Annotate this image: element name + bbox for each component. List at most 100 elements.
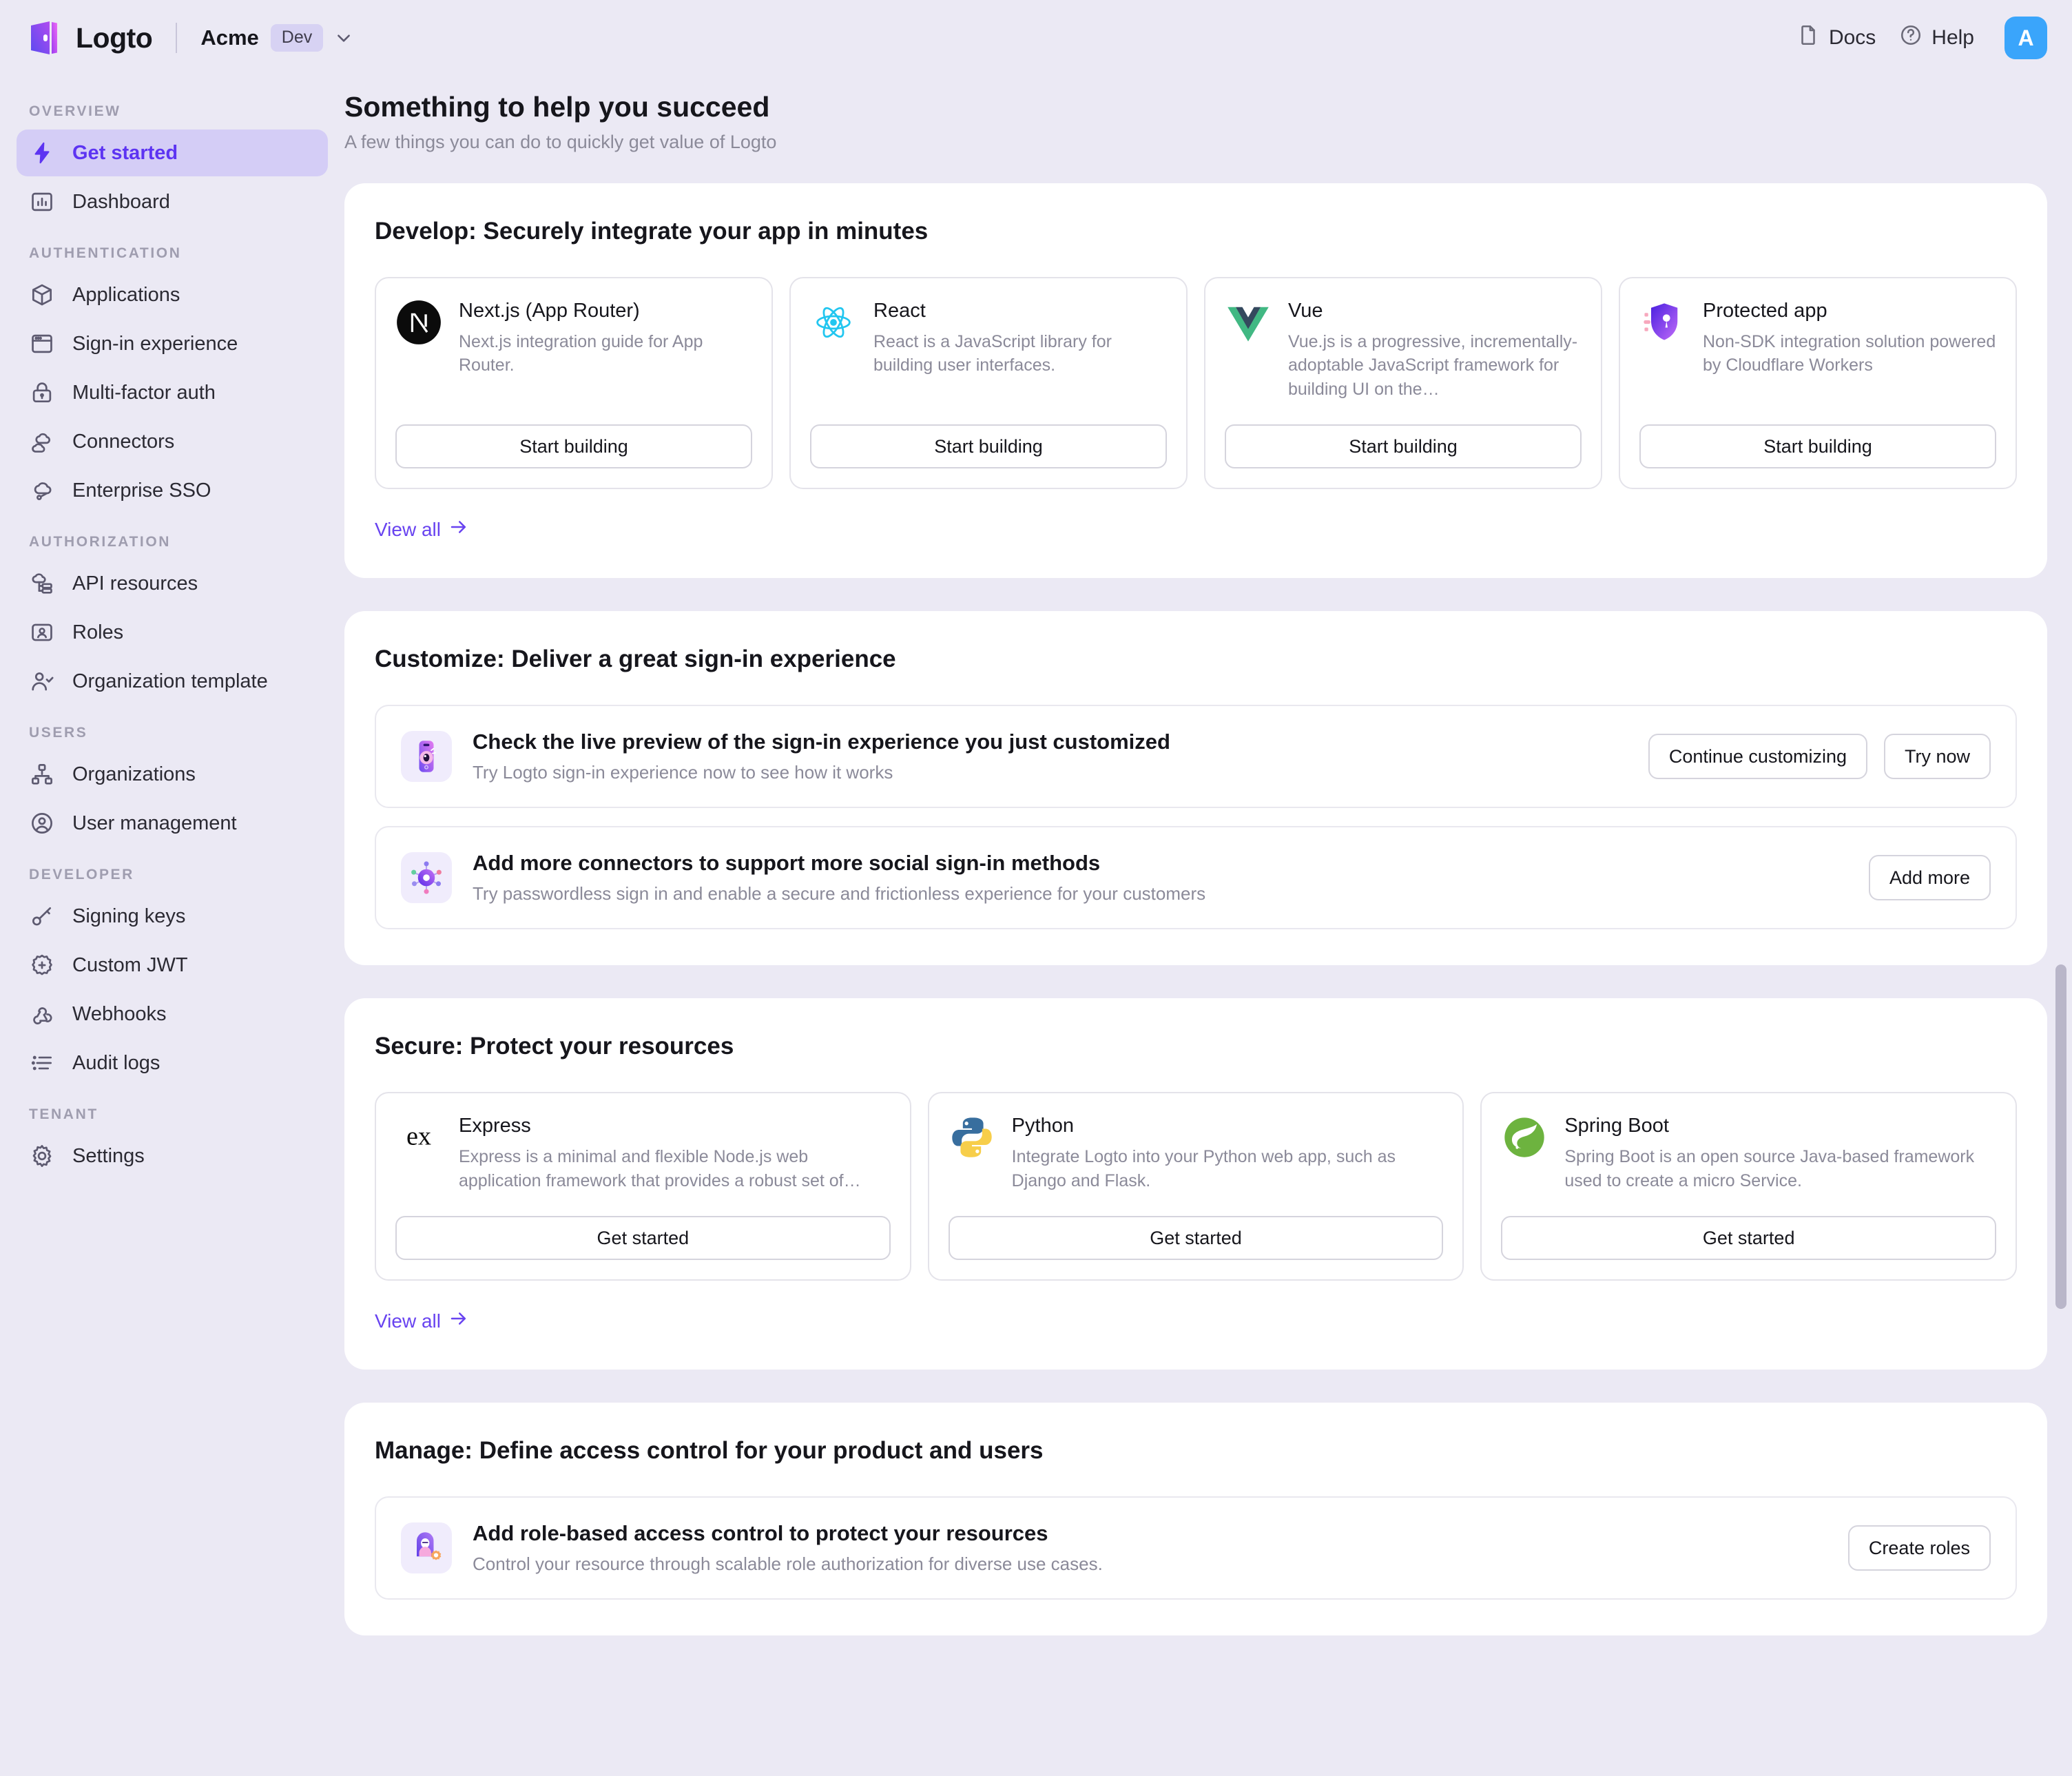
express-logo: ex <box>395 1114 442 1161</box>
action-row-button[interactable]: Continue customizing <box>1648 734 1867 780</box>
top-bar-actions: Docs Help A <box>1796 17 2047 59</box>
sidebar-item-signing-keys[interactable]: Signing keys <box>17 893 328 940</box>
action-row-button[interactable]: Add more <box>1868 855 1991 901</box>
chevron-down-icon <box>335 29 353 47</box>
framework-card[interactable]: Vue Vue.js is a progressive, incrementall… <box>1204 277 1602 490</box>
help-label: Help <box>1931 26 1974 49</box>
id-card-icon <box>29 619 55 646</box>
framework-card-text: Spring Boot Spring Boot is an open source… <box>1564 1114 1996 1192</box>
framework-action-button[interactable]: Get started <box>395 1216 891 1261</box>
user-gear-icon <box>401 1522 452 1574</box>
connectors-hub-icon <box>401 852 452 904</box>
sidebar-item-organization-template[interactable]: Organization template <box>17 658 328 705</box>
api-cloud-icon <box>29 570 55 597</box>
sidebar-group-title: USERS <box>29 725 88 741</box>
sidebar-item-label: Get started <box>72 141 178 164</box>
tenant-switcher[interactable]: Acme Dev <box>200 24 353 52</box>
main-scrollbar[interactable] <box>2055 76 2066 1776</box>
sidebar-item-custom-jwt[interactable]: Custom JWT <box>17 942 328 989</box>
customize-title: Customize: Deliver a great sign-in exper… <box>375 646 896 673</box>
sidebar-item-user-management[interactable]: User management <box>17 800 328 847</box>
logto-logo-icon <box>29 20 63 56</box>
framework-card-header: React React is a JavaScript library for b… <box>810 299 1167 378</box>
framework-action-button[interactable]: Start building <box>1639 424 1996 469</box>
framework-card[interactable]: Python Integrate Logto into your Python w… <box>927 1092 1464 1281</box>
spacer <box>949 1192 1444 1216</box>
sidebar-item-label: Organizations <box>72 763 196 785</box>
brand[interactable]: Logto <box>29 20 153 56</box>
sidebar-item-applications[interactable]: Applications <box>17 271 328 318</box>
header-divider <box>176 23 178 53</box>
framework-card[interactable]: Protected app Non-SDK integration solutio… <box>1619 277 2017 490</box>
framework-name: Vue <box>1288 300 1323 322</box>
develop-title: Develop: Securely integrate your app in … <box>375 218 929 245</box>
framework-card[interactable]: React React is a JavaScript library for b… <box>789 277 1188 490</box>
framework-card-header: Protected app Non-SDK integration solutio… <box>1639 299 1996 378</box>
framework-card-text: Vue Vue.js is a progressive, incrementall… <box>1288 299 1582 401</box>
action-row-button[interactable]: Create roles <box>1847 1525 1991 1571</box>
sidebar-item-roles[interactable]: Roles <box>17 609 328 656</box>
sidebar-item-label: Settings <box>72 1144 145 1167</box>
docs-button[interactable]: Docs <box>1796 23 1876 52</box>
arrow-right-icon <box>448 517 469 542</box>
action-row-button[interactable]: Try now <box>1883 734 1991 780</box>
framework-action-button[interactable]: Get started <box>1501 1216 1997 1261</box>
main-scrollbar-thumb[interactable] <box>2055 964 2066 1309</box>
bolt-icon <box>29 140 55 166</box>
manage-panel: Manage: Define access control for your p… <box>344 1403 2047 1636</box>
help-button[interactable]: Help <box>1899 23 1974 52</box>
sidebar-item-label: API resources <box>72 572 198 595</box>
spacer <box>1225 401 1582 424</box>
sidebar: OVERVIEW Get started Dashboard AUTHENTICATI… <box>0 76 344 1776</box>
framework-description: Integrate Logto into your Python web app… <box>1011 1147 1396 1190</box>
sidebar-item-webhooks[interactable]: Webhooks <box>17 991 328 1037</box>
sidebar-item-api-resources[interactable]: API resources <box>17 560 328 607</box>
sidebar-item-settings[interactable]: Settings <box>17 1133 328 1179</box>
framework-description: Vue.js is a progressive, incrementally-a… <box>1288 331 1578 399</box>
sidebar-item-sign-in-experience[interactable]: Sign-in experience <box>17 320 328 367</box>
sidebar-item-organizations[interactable]: Organizations <box>17 751 328 798</box>
sidebar-item-label: Custom JWT <box>72 953 188 976</box>
framework-action-button[interactable]: Start building <box>810 424 1167 469</box>
sidebar-item-get-started[interactable]: Get started <box>17 130 328 176</box>
lock-icon <box>29 380 55 406</box>
sidebar-item-connectors[interactable]: Connectors <box>17 418 328 465</box>
framework-card[interactable]: Next.js (App Router) Next.js integration … <box>375 277 773 490</box>
sidebar-item-enterprise-sso[interactable]: Enterprise SSO <box>17 467 328 514</box>
avatar[interactable]: A <box>2004 17 2047 59</box>
sidebar-item-label: Applications <box>72 283 180 306</box>
page-subtitle: A few things you can do to quickly get v… <box>344 132 777 152</box>
secure-card-grid: ex Express Express is a minimal and flexib… <box>375 1092 2018 1281</box>
sidebar-item-label: User management <box>72 812 237 834</box>
sidebar-group-title: AUTHENTICATION <box>29 245 182 261</box>
framework-card-text: Python Integrate Logto into your Python w… <box>1012 1114 1444 1192</box>
framework-action-button[interactable]: Start building <box>1225 424 1582 469</box>
action-row-actions: Add more <box>1868 855 1991 901</box>
sidebar-item-dashboard[interactable]: Dashboard <box>17 178 328 225</box>
framework-card[interactable]: Spring Boot Spring Boot is an open source… <box>1480 1092 2018 1281</box>
sidebar-group-title: OVERVIEW <box>29 103 121 119</box>
chart-bar-icon <box>29 189 55 215</box>
org-tree-icon <box>29 761 55 787</box>
list-icon <box>29 1050 55 1076</box>
framework-description: Express is a minimal and flexible Node.j… <box>459 1147 861 1190</box>
sidebar-item-multi-factor-auth[interactable]: Multi-factor auth <box>17 369 328 416</box>
sidebar-item-label: Webhooks <box>72 1002 167 1025</box>
framework-card[interactable]: ex Express Express is a minimal and flexib… <box>375 1092 911 1281</box>
user-circle-icon <box>29 810 55 836</box>
framework-name: Protected app <box>1703 300 1827 322</box>
framework-name: React <box>873 300 926 322</box>
develop-view-all-link[interactable]: View all <box>375 517 469 542</box>
phone-preview-icon <box>401 731 452 783</box>
secure-view-all-link[interactable]: View all <box>375 1308 469 1334</box>
framework-action-button[interactable]: Start building <box>395 424 752 469</box>
clouds-icon <box>29 428 55 455</box>
action-row-subtitle: Try Logto sign-in experience now to see … <box>473 762 893 783</box>
sidebar-item-label: Enterprise SSO <box>72 479 211 502</box>
framework-name: Spring Boot <box>1564 1115 1669 1137</box>
sidebar-group-title: DEVELOPER <box>29 867 134 882</box>
sidebar-item-label: Multi-factor auth <box>72 381 216 404</box>
sidebar-item-audit-logs[interactable]: Audit logs <box>17 1040 328 1086</box>
framework-action-button[interactable]: Get started <box>948 1216 1444 1261</box>
python-logo <box>949 1114 995 1161</box>
